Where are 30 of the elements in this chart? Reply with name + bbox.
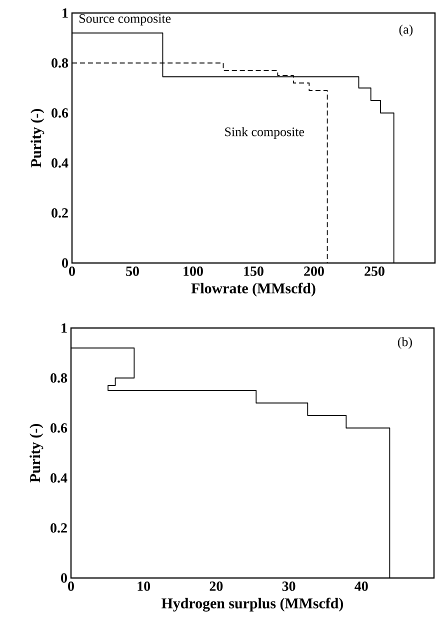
y-tick-label: 0.6	[52, 108, 68, 118]
y-tick-label: 0.8	[52, 58, 68, 68]
x-tick-label: 10	[138, 582, 150, 591]
x-tick-label: 50	[126, 266, 139, 276]
y-tick-label: 0.4	[52, 158, 68, 168]
y-tick-label: 0.6	[50, 423, 68, 433]
y-tick-label: 0	[62, 258, 68, 268]
x-axis-title: Hydrogen surplus (MMscfd)	[162, 598, 344, 612]
x-axis-title: Flowrate (MMscfd)	[191, 282, 316, 296]
annotation: (a)	[399, 24, 413, 36]
annotation: Sink composite	[225, 127, 304, 139]
annotation: (b)	[398, 337, 412, 349]
x-tick-label: 20	[210, 582, 223, 591]
y-tick-label: 0	[61, 573, 67, 583]
y-tick-label: 1	[62, 323, 67, 333]
y-tick-label: 0.2	[50, 523, 67, 533]
y-tick-label: 0.2	[52, 208, 68, 218]
x-tick-label: 200	[304, 266, 324, 276]
y-axis-title: Purity (-)	[30, 108, 44, 168]
y-tick-label: 1	[62, 8, 68, 18]
x-tick-label: 0	[69, 266, 75, 276]
x-tick-label: 150	[244, 266, 264, 276]
y-tick-label: 0.4	[50, 473, 68, 483]
y-axis-title: Purity (-)	[30, 424, 44, 482]
y-tick-label: 0.8	[50, 373, 68, 383]
x-tick-label: 30	[282, 582, 296, 591]
x-tick-label: 40	[354, 582, 368, 591]
x-tick-label: 250	[364, 266, 384, 276]
annotation: Source composite	[80, 14, 171, 26]
x-tick-label: 100	[184, 266, 203, 276]
